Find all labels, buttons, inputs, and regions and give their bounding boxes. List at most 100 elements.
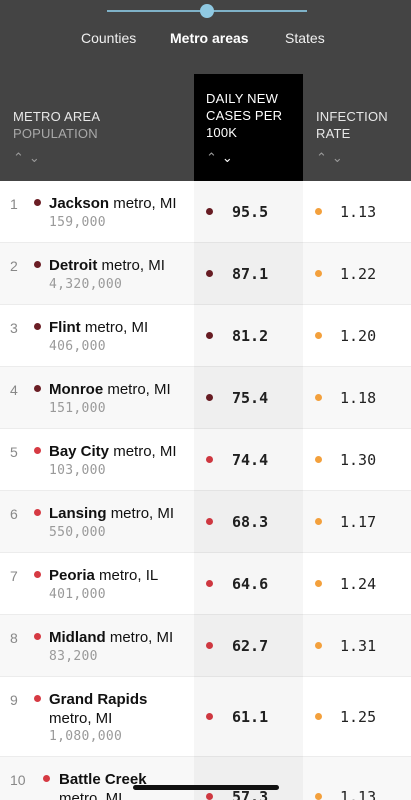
metro-name[interactable]: Grand Rapids metro, MI [49, 690, 189, 728]
metro-name-primary: Grand Rapids [49, 691, 148, 708]
rate-dot-icon [315, 713, 322, 720]
table-row[interactable]: 10 Battle Creek metro, MI 57.3 1.13 [0, 757, 411, 800]
sort-descending-icon[interactable]: ⌄ [331, 150, 348, 165]
table-row[interactable]: 1 Jackson metro, MI 159,000 95.5 1.13 [0, 181, 411, 243]
row-rank: 3 [10, 320, 18, 336]
metro-population: 401,000 [49, 587, 106, 602]
metro-name[interactable]: Monroe metro, MI [49, 380, 189, 399]
metro-name-primary: Detroit [49, 257, 98, 274]
metro-name-primary: Midland [49, 629, 106, 646]
row-rank: 9 [10, 692, 18, 708]
metro-name-suffix: metro, MI [109, 629, 174, 646]
metro-population: 1,080,000 [49, 729, 123, 744]
metro-name-suffix: metro, MI [49, 710, 113, 727]
metro-name[interactable]: Jackson metro, MI [49, 194, 189, 213]
cases-dot-icon [206, 208, 213, 215]
severity-dot-icon [34, 447, 41, 454]
column-header-infection-rate[interactable]: INFECTION RATE [316, 108, 406, 142]
infection-rate-value: 1.20 [340, 327, 377, 345]
active-column-band [194, 181, 303, 800]
row-rank: 10 [10, 772, 26, 788]
metro-name-suffix: metro, IL [99, 567, 159, 584]
cases-dot-icon [206, 394, 213, 401]
sort-ascending-icon[interactable]: ⌃ [316, 150, 332, 165]
sort-cases-controls: ⌃⌄ [206, 150, 238, 166]
daily-cases-value: 68.3 [232, 513, 269, 531]
metro-population: 406,000 [49, 339, 106, 354]
tab-counties[interactable]: Counties [81, 30, 137, 46]
table-row[interactable]: 3 Flint metro, MI 406,000 81.2 1.20 [0, 305, 411, 367]
rate-dot-icon [315, 642, 322, 649]
metro-name-primary: Bay City [49, 443, 110, 460]
row-rank: 6 [10, 506, 18, 522]
metro-name[interactable]: Flint metro, MI [49, 318, 189, 337]
row-rank: 8 [10, 630, 18, 646]
daily-cases-value: 62.7 [232, 637, 269, 655]
tab-metro-areas[interactable]: Metro areas [170, 30, 249, 46]
metro-name[interactable]: Bay City metro, MI [49, 442, 189, 461]
metro-population: 83,200 [49, 649, 98, 664]
view-slider-handle[interactable] [200, 4, 214, 18]
metro-name-primary: Lansing [49, 505, 107, 522]
table-row[interactable]: 9 Grand Rapids metro, MI 1,080,000 61.1 1.25 [0, 677, 411, 757]
metro-table-body: 1 Jackson metro, MI 159,000 95.5 1.13 2 Detroi… [0, 181, 411, 800]
sort-descending-icon[interactable]: ⌄ [28, 150, 45, 165]
metro-name[interactable]: Detroit metro, MI [49, 256, 189, 275]
metro-name-primary: Battle Creek [59, 771, 147, 788]
metro-area-label: METRO AREA [13, 109, 101, 124]
metro-name-primary: Peoria [49, 567, 95, 584]
metro-name-suffix: metro, MI [113, 443, 177, 460]
table-row[interactable]: 7 Peoria metro, IL 401,000 64.6 1.24 [0, 553, 411, 615]
sort-ascending-icon[interactable]: ⌃ [13, 150, 29, 165]
severity-dot-icon [34, 385, 41, 392]
home-indicator[interactable] [133, 785, 279, 790]
table-row[interactable]: 5 Bay City metro, MI 103,000 74.4 1.30 [0, 429, 411, 491]
metro-population: 151,000 [49, 401, 106, 416]
geography-tabs: Counties Metro areas States [0, 30, 411, 52]
metro-name-primary: Flint [49, 319, 81, 336]
metro-name[interactable]: Battle Creek metro, MI [59, 770, 189, 800]
daily-cases-value: 75.4 [232, 389, 269, 407]
infection-rate-value: 1.22 [340, 265, 377, 283]
column-header-metro-area[interactable]: METRO AREA POPULATION [13, 108, 183, 142]
rate-dot-icon [315, 518, 322, 525]
metro-population: 550,000 [49, 525, 106, 540]
metro-population: 4,320,000 [49, 277, 123, 292]
table-row[interactable]: 4 Monroe metro, MI 151,000 75.4 1.18 [0, 367, 411, 429]
metro-name-suffix: metro, MI [113, 195, 177, 212]
metro-name[interactable]: Midland metro, MI [49, 628, 189, 647]
daily-cases-value: 57.3 [232, 788, 269, 800]
severity-dot-icon [34, 571, 41, 578]
sort-metro-controls: ⌃⌄ [13, 150, 45, 166]
daily-cases-value: 61.1 [232, 708, 269, 726]
severity-dot-icon [34, 633, 41, 640]
metro-name-primary: Jackson [49, 195, 110, 212]
table-row[interactable]: 6 Lansing metro, MI 550,000 68.3 1.17 [0, 491, 411, 553]
table-header: Counties Metro areas States METRO AREA P… [0, 0, 411, 181]
severity-dot-icon [34, 695, 41, 702]
sort-ascending-icon[interactable]: ⌃ [206, 150, 222, 165]
cases-dot-icon [206, 642, 213, 649]
sort-rate-controls: ⌃⌄ [316, 150, 348, 166]
metro-name[interactable]: Lansing metro, MI [49, 504, 189, 523]
severity-dot-icon [34, 261, 41, 268]
cases-dot-icon [206, 270, 213, 277]
column-header-daily-cases[interactable]: DAILY NEW CASES PER 100K [194, 74, 303, 181]
cases-dot-icon [206, 580, 213, 587]
table-row[interactable]: 2 Detroit metro, MI 4,320,000 87.1 1.22 [0, 243, 411, 305]
table-row[interactable]: 8 Midland metro, MI 83,200 62.7 1.31 [0, 615, 411, 677]
metro-population: 103,000 [49, 463, 106, 478]
infection-rate-value: 1.18 [340, 389, 377, 407]
cases-dot-icon [206, 456, 213, 463]
infection-rate-label: INFECTION RATE [316, 109, 388, 141]
severity-dot-icon [43, 775, 50, 782]
row-rank: 7 [10, 568, 18, 584]
severity-dot-icon [34, 323, 41, 330]
row-rank: 2 [10, 258, 18, 274]
tab-states[interactable]: States [285, 30, 325, 46]
row-rank: 1 [10, 196, 18, 212]
daily-cases-value: 64.6 [232, 575, 269, 593]
sort-descending-icon-active[interactable]: ⌄ [221, 150, 238, 165]
rate-dot-icon [315, 580, 322, 587]
metro-name[interactable]: Peoria metro, IL [49, 566, 189, 585]
